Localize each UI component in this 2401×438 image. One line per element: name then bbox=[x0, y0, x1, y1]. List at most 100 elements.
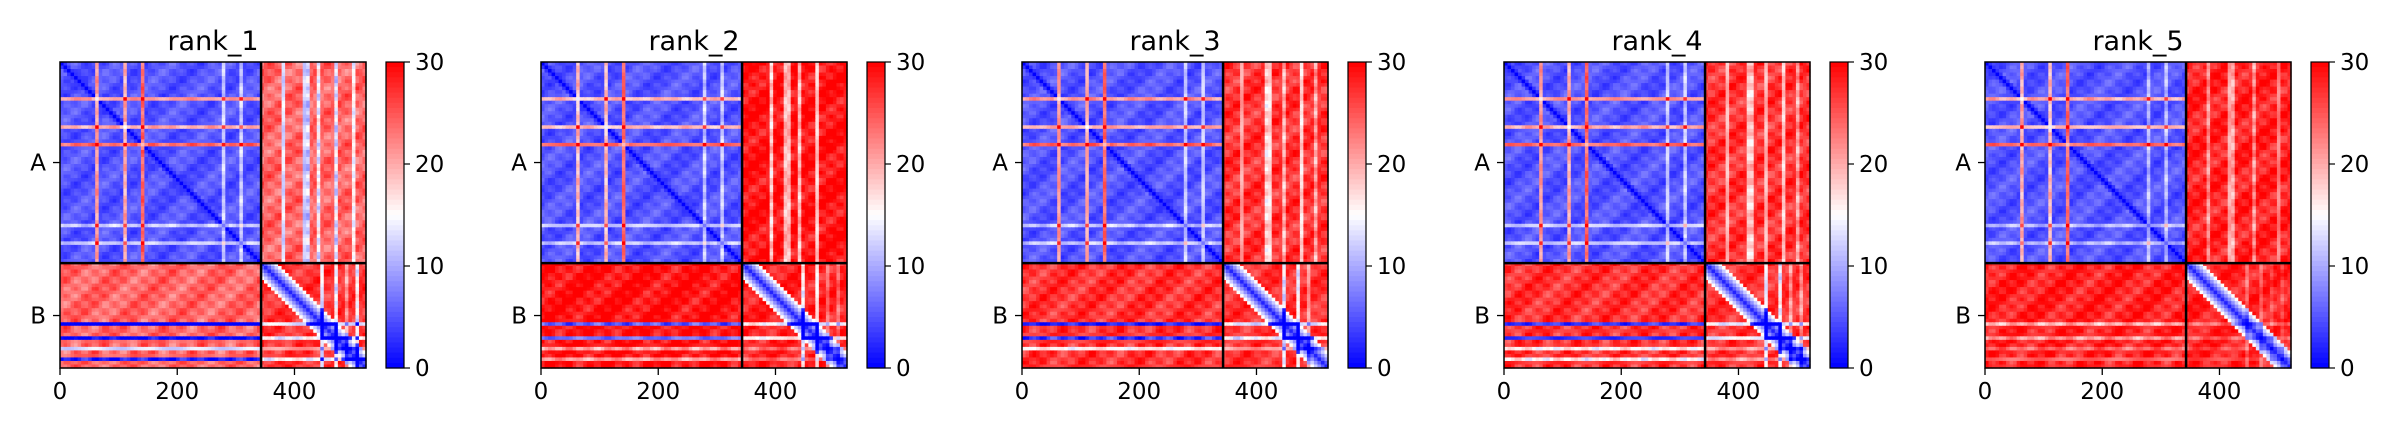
heatmap-cell bbox=[243, 101, 247, 105]
heatmap-cell bbox=[348, 217, 352, 221]
heatmap-cell bbox=[123, 185, 127, 189]
heatmap-cell bbox=[359, 101, 363, 105]
heatmap-cell bbox=[134, 69, 138, 73]
heatmap-cell bbox=[211, 171, 215, 175]
heatmap-cell bbox=[137, 94, 141, 98]
heatmap-cell bbox=[243, 136, 247, 140]
heatmap-cell bbox=[324, 146, 328, 150]
heatmap-cell bbox=[275, 132, 279, 136]
heatmap-cell bbox=[106, 185, 110, 189]
heatmap-cell bbox=[85, 164, 89, 168]
heatmap-cell bbox=[92, 203, 96, 207]
heatmap-cell bbox=[246, 160, 250, 164]
heatmap-cell bbox=[299, 153, 303, 157]
heatmap-cell bbox=[236, 83, 240, 87]
heatmap-cell bbox=[334, 87, 338, 91]
heatmap-cell bbox=[292, 115, 296, 119]
heatmap-cell bbox=[92, 76, 96, 80]
heatmap-cell bbox=[324, 69, 328, 73]
heatmap-cell bbox=[296, 210, 300, 214]
heatmap-cell bbox=[151, 213, 155, 217]
heatmap-cell bbox=[296, 139, 300, 143]
heatmap-cell bbox=[67, 220, 71, 224]
heatmap-cell bbox=[151, 125, 155, 129]
heatmap-cell bbox=[67, 153, 71, 157]
heatmap-cell bbox=[106, 146, 110, 150]
heatmap-cell bbox=[141, 189, 145, 193]
heatmap-cell bbox=[275, 203, 279, 207]
heatmap-cell bbox=[341, 125, 345, 129]
heatmap-cell bbox=[313, 164, 317, 168]
heatmap-cell bbox=[173, 168, 177, 172]
heatmap-cell bbox=[81, 171, 85, 175]
heatmap-cell bbox=[285, 175, 289, 179]
heatmap-cell bbox=[197, 125, 201, 129]
heatmap-cell bbox=[183, 69, 187, 73]
heatmap-cell bbox=[355, 203, 359, 207]
heatmap-cell bbox=[169, 206, 173, 210]
heatmap-cell bbox=[99, 175, 103, 179]
heatmap-cell bbox=[268, 160, 272, 164]
heatmap-cell bbox=[246, 206, 250, 210]
heatmap-cell bbox=[123, 196, 127, 200]
heatmap-cell bbox=[173, 175, 177, 179]
heatmap-cell bbox=[64, 150, 68, 154]
heatmap-cell bbox=[169, 132, 173, 136]
heatmap-cell bbox=[292, 185, 296, 189]
heatmap-cell bbox=[109, 185, 113, 189]
heatmap-cell bbox=[306, 80, 310, 84]
heatmap-cell bbox=[239, 80, 243, 84]
heatmap-cell bbox=[253, 206, 257, 210]
heatmap-cell bbox=[95, 175, 99, 179]
heatmap-cell bbox=[176, 157, 180, 161]
heatmap-cell bbox=[320, 196, 324, 200]
heatmap-cell bbox=[78, 87, 82, 91]
heatmap-cell bbox=[296, 171, 300, 175]
heatmap-cell bbox=[232, 101, 236, 105]
heatmap-cell bbox=[324, 104, 328, 108]
heatmap-cell bbox=[204, 153, 208, 157]
heatmap-cell bbox=[208, 196, 212, 200]
heatmap-cell bbox=[155, 150, 159, 154]
heatmap-cell bbox=[289, 111, 293, 115]
heatmap-cell bbox=[338, 196, 342, 200]
heatmap-cell bbox=[317, 168, 321, 172]
heatmap-cell bbox=[334, 136, 338, 140]
heatmap-cell bbox=[317, 111, 321, 115]
heatmap-cell bbox=[275, 157, 279, 161]
heatmap-cell bbox=[176, 118, 180, 122]
heatmap-cell bbox=[134, 118, 138, 122]
heatmap-cell bbox=[85, 217, 89, 221]
heatmap-cell bbox=[348, 125, 352, 129]
heatmap-cell bbox=[289, 164, 293, 168]
heatmap-cell bbox=[250, 185, 254, 189]
heatmap-cell bbox=[253, 76, 257, 80]
heatmap-cell bbox=[313, 206, 317, 210]
heatmap-cell bbox=[359, 206, 363, 210]
heatmap-cell bbox=[92, 164, 96, 168]
heatmap-cell bbox=[88, 203, 92, 207]
heatmap-cell bbox=[334, 90, 338, 94]
heatmap-cell bbox=[162, 203, 166, 207]
heatmap-cell bbox=[289, 115, 293, 119]
heatmap-cell bbox=[348, 111, 352, 115]
heatmap-cell bbox=[278, 76, 282, 80]
heatmap-cell bbox=[222, 111, 226, 115]
heatmap-cell bbox=[282, 153, 286, 157]
heatmap-cell bbox=[95, 206, 99, 210]
heatmap-cell bbox=[282, 87, 286, 91]
heatmap-cell bbox=[113, 164, 117, 168]
heatmap-cell bbox=[264, 160, 268, 164]
heatmap-cell bbox=[317, 185, 321, 189]
heatmap-cell bbox=[123, 101, 127, 105]
heatmap-cell bbox=[116, 136, 120, 140]
heatmap-cell bbox=[71, 213, 75, 217]
heatmap-cell bbox=[271, 136, 275, 140]
heatmap-cell bbox=[317, 125, 321, 129]
heatmap-cell bbox=[306, 203, 310, 207]
heatmap-cell bbox=[162, 160, 166, 164]
heatmap-cell bbox=[327, 171, 331, 175]
heatmap-cell bbox=[239, 66, 243, 70]
heatmap-cell bbox=[341, 150, 345, 154]
heatmap-cell bbox=[201, 189, 205, 193]
